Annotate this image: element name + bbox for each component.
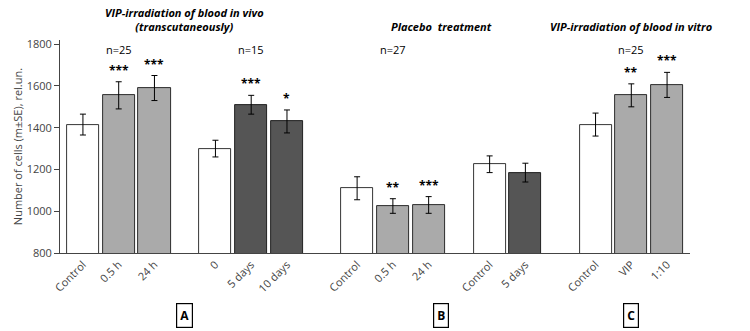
- svg-text:n=25: n=25: [618, 42, 644, 57]
- svg-text:1200: 1200: [27, 161, 52, 176]
- svg-text:1800: 1800: [27, 36, 52, 51]
- svg-text:B: B: [437, 307, 445, 324]
- svg-text:Placebo treatment: Placebo treatment: [391, 19, 492, 34]
- svg-text:1600: 1600: [27, 78, 52, 93]
- svg-text:*: *: [283, 90, 290, 107]
- svg-text:VIP-irradiation of blood in vi: VIP-irradiation of blood in vitro: [550, 19, 712, 34]
- svg-text:0.5 h: 0.5 h: [371, 257, 399, 285]
- svg-text:A: A: [180, 307, 189, 324]
- svg-text:***: ***: [144, 56, 164, 73]
- svg-text:10 days: 10 days: [255, 257, 293, 295]
- svg-text:5 days: 5 days: [498, 257, 532, 291]
- svg-text:n=15: n=15: [238, 42, 264, 57]
- svg-text:24 h: 24 h: [408, 257, 434, 283]
- svg-text:Control: Control: [51, 257, 89, 295]
- svg-text:VIP: VIP: [615, 257, 637, 279]
- svg-text:***: ***: [109, 62, 129, 79]
- svg-text:***: ***: [419, 177, 439, 194]
- svg-text:0: 0: [206, 257, 221, 272]
- svg-text:800: 800: [33, 245, 52, 260]
- svg-text:C: C: [627, 307, 635, 324]
- svg-text:Control: Control: [564, 257, 602, 295]
- svg-text:24 h: 24 h: [134, 257, 160, 283]
- svg-text:n=25: n=25: [106, 42, 132, 57]
- svg-text:5 days: 5 days: [223, 257, 257, 291]
- svg-text:***: ***: [241, 75, 261, 92]
- svg-text:0.5 h: 0.5 h: [96, 257, 124, 285]
- svg-text:Control: Control: [458, 257, 496, 295]
- svg-text:1400: 1400: [27, 120, 52, 135]
- svg-text:**: **: [624, 64, 638, 81]
- svg-text:VIP-irradiation of blood in vi: VIP-irradiation of blood in vivo(transcu…: [105, 5, 264, 34]
- svg-text:***: ***: [657, 52, 677, 69]
- svg-text:**: **: [386, 179, 400, 196]
- svg-text:n=27: n=27: [380, 42, 406, 57]
- svg-text:Control: Control: [326, 257, 364, 295]
- svg-text:1000: 1000: [27, 203, 52, 218]
- svg-text:Number of cells (m±SE), rel.un: Number of cells (m±SE), rel.un.: [10, 68, 25, 225]
- svg-text:1:10: 1:10: [647, 257, 673, 283]
